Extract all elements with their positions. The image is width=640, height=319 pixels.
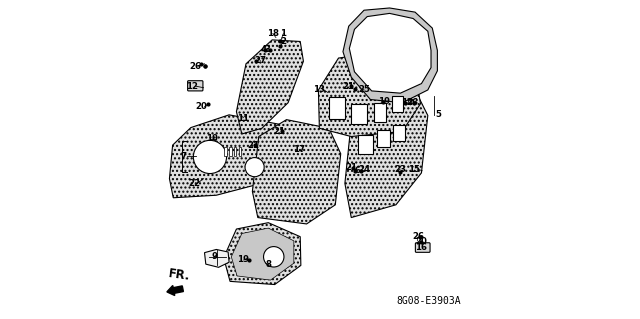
Polygon shape	[252, 120, 340, 224]
Bar	[239, 147, 241, 156]
Text: 24: 24	[358, 165, 370, 174]
Polygon shape	[223, 223, 301, 285]
Text: 6: 6	[355, 166, 360, 175]
Bar	[224, 147, 227, 156]
Text: 3: 3	[264, 45, 270, 54]
Text: 7: 7	[180, 152, 186, 161]
Text: 4: 4	[260, 45, 266, 54]
Text: 18: 18	[267, 29, 279, 38]
Text: 19: 19	[237, 256, 250, 264]
Polygon shape	[170, 115, 296, 198]
Text: 15: 15	[408, 165, 420, 174]
Text: 8G08-E3903A: 8G08-E3903A	[396, 296, 461, 307]
Bar	[377, 130, 390, 147]
Text: 21: 21	[345, 163, 357, 172]
Text: 20: 20	[195, 102, 207, 111]
Bar	[229, 147, 232, 156]
Polygon shape	[205, 249, 229, 267]
Text: 11: 11	[237, 114, 249, 122]
Text: 23: 23	[394, 165, 406, 174]
Text: 26: 26	[189, 62, 201, 70]
Text: 1: 1	[280, 29, 286, 38]
Text: 20: 20	[415, 237, 428, 246]
Text: 17: 17	[293, 145, 305, 154]
Circle shape	[245, 158, 264, 177]
Circle shape	[193, 140, 227, 174]
Bar	[351, 104, 367, 124]
Polygon shape	[349, 13, 431, 93]
Text: 10: 10	[205, 134, 218, 143]
Text: FR.: FR.	[167, 267, 191, 283]
Text: 22: 22	[188, 179, 200, 188]
Bar	[358, 135, 373, 154]
Bar	[374, 103, 387, 122]
Polygon shape	[231, 228, 294, 280]
Text: 26: 26	[406, 98, 419, 107]
Bar	[392, 96, 403, 112]
Bar	[234, 147, 236, 156]
Text: 12: 12	[186, 82, 198, 91]
Text: 2: 2	[280, 37, 286, 46]
FancyBboxPatch shape	[415, 243, 430, 252]
Text: 5: 5	[435, 110, 441, 119]
Text: 9: 9	[211, 252, 217, 261]
Text: 25: 25	[358, 85, 370, 94]
Text: 13: 13	[314, 85, 325, 94]
FancyArrow shape	[167, 286, 184, 295]
Text: 21: 21	[273, 127, 285, 136]
Circle shape	[264, 247, 284, 267]
Text: 16: 16	[415, 243, 428, 252]
Text: 19: 19	[378, 97, 390, 106]
Bar	[329, 97, 345, 119]
Polygon shape	[236, 40, 303, 134]
Text: 27: 27	[254, 56, 266, 65]
Text: 14: 14	[401, 98, 413, 107]
Polygon shape	[319, 52, 420, 137]
Text: 21: 21	[342, 82, 355, 91]
Polygon shape	[345, 90, 428, 218]
Bar	[393, 125, 405, 141]
Text: 26: 26	[412, 232, 424, 241]
Text: 21: 21	[248, 141, 260, 150]
Polygon shape	[343, 8, 437, 103]
Text: 8: 8	[266, 260, 272, 269]
FancyBboxPatch shape	[188, 81, 203, 91]
